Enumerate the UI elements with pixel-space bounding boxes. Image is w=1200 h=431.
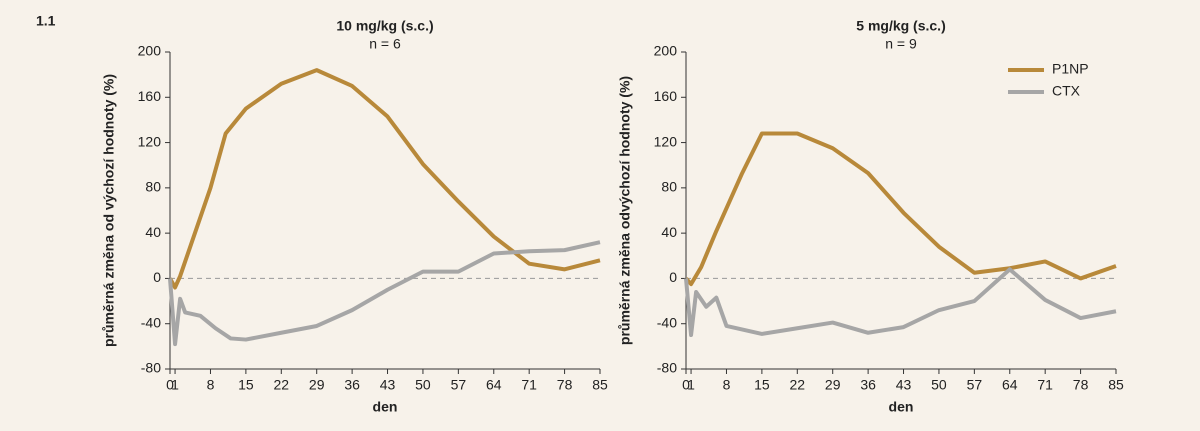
series-line bbox=[684, 267, 1117, 338]
y-tick-label: 200 bbox=[138, 43, 162, 59]
x-tick-label: 8 bbox=[207, 377, 215, 393]
series-line bbox=[168, 240, 601, 347]
x-tick-label: 50 bbox=[931, 377, 947, 393]
x-tick-label: 0 bbox=[682, 377, 690, 393]
y-tick-label: 40 bbox=[661, 224, 677, 240]
series-line bbox=[684, 131, 1117, 287]
legend-label: P1NP bbox=[1052, 61, 1089, 77]
y-tick-label: -80 bbox=[657, 360, 677, 376]
x-tick-label: 57 bbox=[967, 377, 983, 393]
x-tick-label: 1 bbox=[687, 377, 695, 393]
x-tick-label: 43 bbox=[380, 377, 396, 393]
y-tick-label: -80 bbox=[141, 360, 161, 376]
y-tick-label: -40 bbox=[657, 314, 677, 330]
y-tick-label: -40 bbox=[141, 314, 161, 330]
x-axis-label: den bbox=[373, 399, 398, 415]
y-tick-label: 160 bbox=[654, 88, 678, 104]
x-tick-label: 1 bbox=[171, 377, 179, 393]
x-tick-label: 85 bbox=[592, 377, 608, 393]
x-tick-label: 57 bbox=[451, 377, 467, 393]
x-tick-label: 29 bbox=[825, 377, 841, 393]
x-tick-label: 22 bbox=[274, 377, 290, 393]
x-tick-label: 36 bbox=[344, 377, 360, 393]
chart-title: 10 mg/kg (s.c.) bbox=[336, 18, 433, 34]
x-tick-label: 0 bbox=[166, 377, 174, 393]
x-tick-label: 71 bbox=[521, 377, 537, 393]
y-axis-label: průměrná změna od výchozí hodnoty (%) bbox=[101, 74, 117, 347]
x-tick-label: 29 bbox=[309, 377, 325, 393]
x-tick-label: 22 bbox=[790, 377, 806, 393]
y-tick-label: 0 bbox=[153, 269, 161, 285]
x-tick-label: 64 bbox=[1002, 377, 1018, 393]
y-tick-label: 200 bbox=[654, 43, 678, 59]
y-tick-label: 40 bbox=[145, 224, 161, 240]
x-tick-label: 15 bbox=[754, 377, 770, 393]
y-axis-label: průměrná změna odvýchozí hodnoty (%) bbox=[617, 76, 633, 345]
x-tick-label: 15 bbox=[238, 377, 254, 393]
series-line bbox=[168, 68, 601, 290]
y-tick-label: 120 bbox=[654, 133, 678, 149]
y-tick-label: 120 bbox=[138, 133, 162, 149]
x-tick-label: 78 bbox=[557, 377, 573, 393]
legend-label: CTX bbox=[1052, 83, 1081, 99]
chart-subtitle: n = 6 bbox=[369, 36, 401, 52]
panel-label: 1.1 bbox=[36, 13, 56, 29]
chart-title: 5 mg/kg (s.c.) bbox=[856, 18, 945, 34]
x-tick-label: 85 bbox=[1108, 377, 1124, 393]
x-tick-label: 64 bbox=[486, 377, 502, 393]
x-tick-label: 71 bbox=[1037, 377, 1053, 393]
x-tick-label: 36 bbox=[860, 377, 876, 393]
x-tick-label: 8 bbox=[723, 377, 731, 393]
chart-subtitle: n = 9 bbox=[885, 36, 917, 52]
x-tick-label: 50 bbox=[415, 377, 431, 393]
x-tick-label: 78 bbox=[1073, 377, 1089, 393]
y-tick-label: 160 bbox=[138, 88, 162, 104]
y-tick-label: 0 bbox=[669, 269, 677, 285]
x-axis-label: den bbox=[889, 399, 914, 415]
x-tick-label: 43 bbox=[896, 377, 912, 393]
y-tick-label: 80 bbox=[145, 179, 161, 195]
y-tick-label: 80 bbox=[661, 179, 677, 195]
